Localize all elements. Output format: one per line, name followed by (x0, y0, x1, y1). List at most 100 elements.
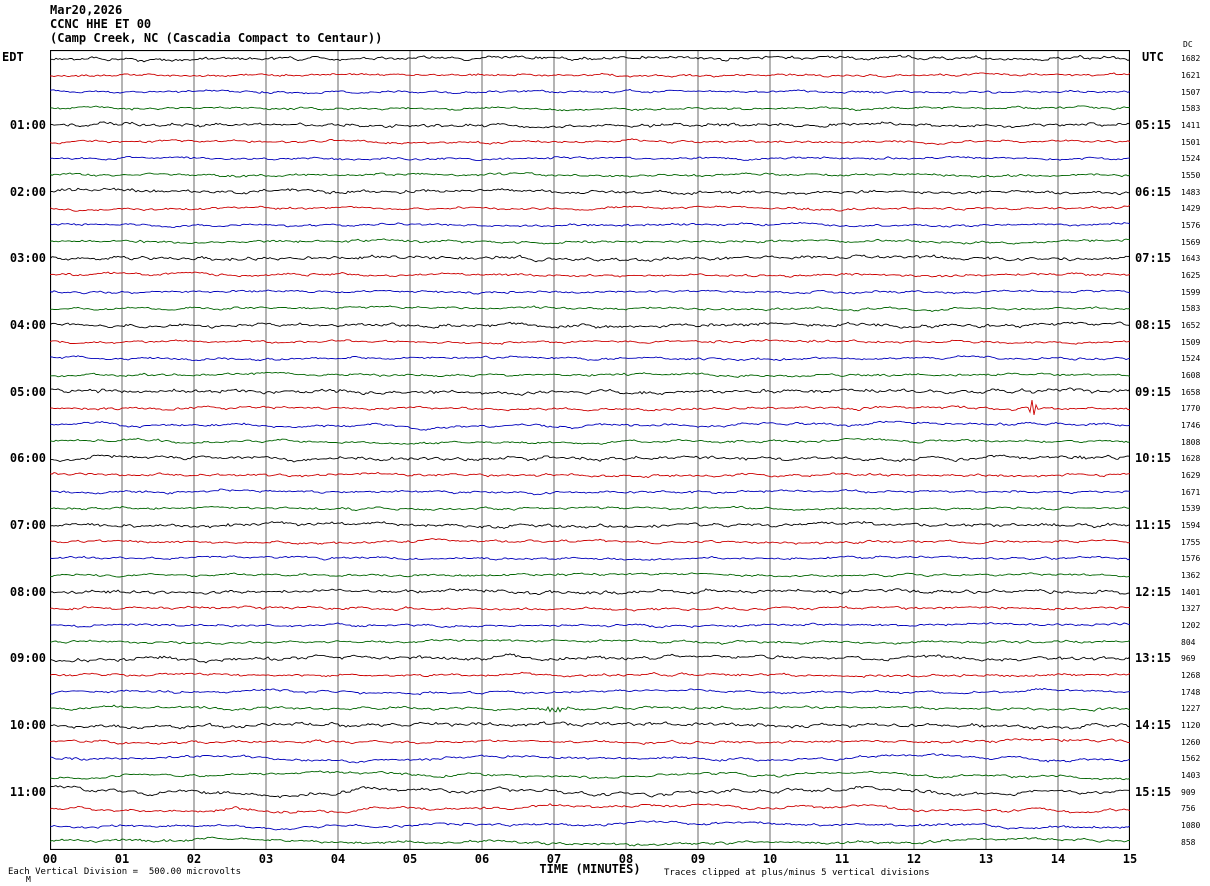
edt-hour-label: 05:00 (9, 385, 46, 399)
dc-value: 1411 (1181, 121, 1201, 130)
dc-value: 1120 (1181, 721, 1201, 730)
plot-border (50, 50, 1130, 850)
title-station: CCNC HHE ET 00 (50, 17, 152, 31)
scale-note: Each Vertical Division = 500.00 microvol… (8, 867, 241, 877)
dc-value: 1268 (1181, 671, 1201, 680)
dc-value: 909 (1181, 788, 1196, 797)
edt-hour-label: 04:00 (9, 318, 46, 332)
utc-hour-label: 12:15 (1135, 585, 1172, 599)
seismic-trace (50, 289, 1130, 295)
utc-hour-label: 10:15 (1135, 451, 1172, 465)
seismic-trace (50, 505, 1130, 512)
seismic-trace (50, 770, 1130, 781)
seismic-trace (50, 88, 1130, 95)
dc-column-header: DC (1183, 40, 1193, 49)
seismic-trace (50, 138, 1130, 146)
seismic-trace (50, 820, 1130, 831)
seismic-trace (50, 520, 1130, 530)
seismic-trace (50, 671, 1130, 679)
dc-value: 1260 (1181, 738, 1201, 747)
x-tick-label: 00 (42, 852, 58, 866)
dc-value: 1748 (1181, 688, 1201, 697)
seismic-trace (50, 355, 1130, 362)
utc-hour-label: 15:15 (1135, 785, 1172, 799)
dc-value: 1770 (1181, 404, 1201, 413)
utc-hour-label: 06:15 (1135, 185, 1172, 199)
seismic-trace (50, 172, 1130, 178)
dc-value: 1501 (1181, 138, 1201, 147)
seismic-trace (50, 254, 1130, 263)
x-tick-label: 02 (186, 852, 202, 866)
dc-value: 1628 (1181, 454, 1201, 463)
seismic-trace (50, 437, 1130, 445)
dc-value: 1625 (1181, 271, 1201, 280)
seismic-trace (50, 387, 1130, 396)
seismic-trace (50, 238, 1130, 245)
seismic-trace (50, 420, 1130, 431)
x-tick-label: 13 (978, 852, 994, 866)
seismic-trace (50, 54, 1130, 63)
utc-hour-label: 08:15 (1135, 318, 1172, 332)
seismic-trace (50, 738, 1130, 746)
x-tick-label: 15 (1122, 852, 1138, 866)
seismic-trace (50, 638, 1130, 645)
x-tick-label: 12 (906, 852, 922, 866)
seismic-trace (50, 836, 1130, 847)
x-tick-label: 01 (114, 852, 130, 866)
x-tick-label: 09 (690, 852, 706, 866)
seismic-trace (50, 72, 1130, 78)
dc-value: 1671 (1181, 488, 1201, 497)
dc-value: 1227 (1181, 704, 1201, 713)
dc-value: 1682 (1181, 54, 1201, 63)
seismic-trace (50, 156, 1130, 162)
x-tick-label: 10 (762, 852, 778, 866)
seismic-trace (50, 339, 1130, 345)
dc-value: 1629 (1181, 471, 1201, 480)
seismic-trace (50, 454, 1130, 463)
dc-value: 1483 (1181, 188, 1201, 197)
edt-hour-label: 11:00 (9, 785, 46, 799)
dc-value: 1524 (1181, 354, 1201, 363)
seismic-trace (50, 471, 1130, 479)
edt-hour-label: 01:00 (9, 118, 46, 132)
seismic-trace (50, 688, 1130, 696)
dc-value: 1327 (1181, 604, 1201, 613)
dc-value: 1583 (1181, 304, 1201, 313)
title-location: (Camp Creek, NC (Cascadia Compact to Cen… (50, 31, 383, 45)
seismic-trace (50, 400, 1130, 415)
dc-value: 1524 (1181, 154, 1201, 163)
seismic-trace (50, 721, 1130, 730)
dc-value: 1594 (1181, 521, 1201, 530)
plot-title: Mar20,2026 CCNC HHE ET 00 (Camp Creek, N… (50, 3, 382, 45)
x-axis-title: TIME (MINUTES) (539, 862, 641, 876)
dc-value: 1658 (1181, 388, 1201, 397)
dc-value: 1608 (1181, 371, 1201, 380)
title-date: Mar20,2026 (50, 3, 123, 17)
seismic-trace (50, 321, 1130, 329)
seismic-trace (50, 371, 1130, 378)
dc-value: 1202 (1181, 621, 1201, 630)
edt-hour-label: 06:00 (9, 451, 46, 465)
dc-value: 1509 (1181, 338, 1201, 347)
dc-value: 804 (1181, 638, 1196, 647)
x-tick-label: 03 (258, 852, 274, 866)
x-tick-label: 11 (834, 852, 850, 866)
seismic-trace (50, 204, 1130, 212)
seismic-trace (50, 538, 1130, 545)
dc-value: 1808 (1181, 438, 1201, 447)
seismic-trace (50, 704, 1130, 713)
dc-value: 1401 (1181, 588, 1201, 597)
dc-value: 1562 (1181, 754, 1201, 763)
dc-value: 1576 (1181, 221, 1201, 230)
dc-value: 1507 (1181, 88, 1201, 97)
utc-hour-label: 11:15 (1135, 518, 1172, 532)
dc-value: 1746 (1181, 421, 1201, 430)
edt-hour-label: 10:00 (9, 718, 46, 732)
left-timezone-label: EDT (2, 50, 24, 64)
edt-hour-label: 03:00 (9, 251, 46, 265)
x-tick-label: 06 (474, 852, 490, 866)
seismic-trace (50, 753, 1130, 764)
edt-hour-label: 08:00 (9, 585, 46, 599)
seismic-trace (50, 271, 1130, 278)
